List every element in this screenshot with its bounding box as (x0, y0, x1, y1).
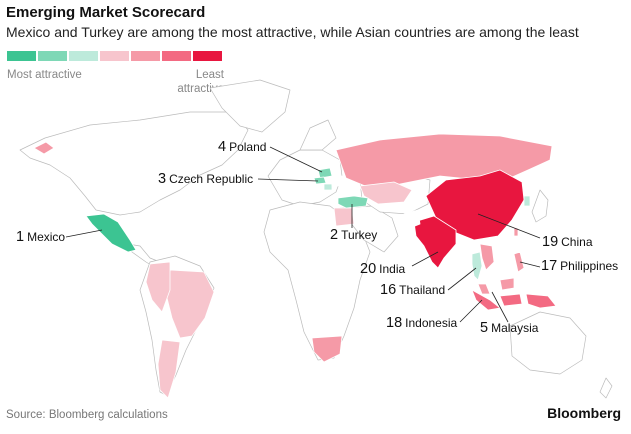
indonesia (471, 289, 557, 311)
label-india: 20 India (360, 261, 406, 277)
landmass-new-zealand (599, 377, 613, 399)
indochina (479, 243, 495, 271)
label-thailand: 16 Thailand (380, 282, 446, 298)
landmass-north-america (19, 111, 249, 216)
turkey (337, 195, 369, 209)
source-note: Source: Bloomberg calculations (6, 409, 168, 421)
legend-most-label: Most attractive (7, 69, 82, 81)
leader-poland (269, 146, 323, 173)
russia (335, 133, 553, 189)
bloomberg-logo: Bloomberg (547, 405, 621, 421)
landmass-greenland (209, 79, 291, 133)
legend-swatch-4 (100, 51, 129, 61)
andes-countries (145, 261, 171, 313)
map-subtitle: Mexico and Turkey are among the most att… (6, 24, 579, 40)
label-malaysia: 5 Malaysia (480, 320, 539, 336)
legend-swatch-6 (162, 51, 191, 61)
leader-philippines (519, 261, 541, 268)
legend-swatch-3 (69, 51, 98, 61)
label-philippines: 17 Philippines (541, 258, 619, 274)
thailand (471, 251, 483, 281)
label-indonesia: 18 Indonesia (386, 315, 458, 331)
poland (317, 167, 333, 179)
color-legend (7, 51, 224, 61)
landmass-scandinavia (299, 119, 337, 151)
kazakhstan (359, 181, 413, 205)
brazil (165, 269, 215, 339)
hungary (323, 183, 333, 191)
leader-india (411, 251, 439, 267)
taiwan (513, 227, 519, 237)
label-poland: 4 Poland (218, 139, 267, 155)
legend-swatch-2 (38, 51, 67, 61)
ukraine-region (331, 175, 345, 187)
south-korea (523, 195, 531, 207)
alaska (33, 141, 55, 155)
egypt (333, 207, 355, 227)
legend-swatch-7 (193, 51, 222, 61)
leader-czech (257, 178, 319, 182)
legend-swatch-5 (131, 51, 160, 61)
label-china: 19 China (542, 234, 593, 250)
landmass-europe (267, 149, 343, 207)
czech-republic (313, 176, 327, 185)
leader-mexico (65, 229, 103, 238)
legend-swatch-1 (7, 51, 36, 61)
south-africa (311, 335, 343, 363)
label-turkey: 2 Turkey (330, 227, 378, 243)
landmass-australia (509, 311, 587, 375)
leader-malaysia (491, 291, 509, 323)
philippines (513, 251, 525, 273)
india (413, 215, 457, 269)
southern-cone (157, 339, 181, 399)
leader-china (477, 213, 541, 239)
map-title: Emerging Market Scorecard (6, 4, 206, 21)
label-mexico: 1 Mexico (16, 229, 66, 245)
landmass-japan (531, 189, 549, 223)
leader-thailand (447, 267, 477, 291)
pakistan (403, 209, 421, 229)
malaysia (477, 277, 515, 295)
leader-indonesia (459, 299, 483, 323)
mexico (85, 213, 137, 253)
label-czech-republic: 3 Czech Republic (158, 171, 254, 187)
